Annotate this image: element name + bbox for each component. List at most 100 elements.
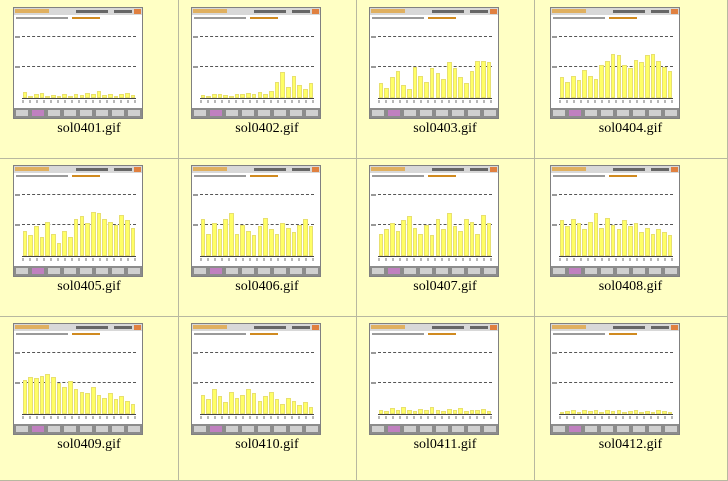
chart-bar xyxy=(308,226,314,256)
thumbnail-image[interactable] xyxy=(550,165,680,277)
chart-bar xyxy=(645,55,650,98)
thumbnail-image[interactable] xyxy=(550,323,680,435)
chart-bar xyxy=(570,75,576,98)
chart-bar xyxy=(384,229,389,256)
thumbnail-image[interactable] xyxy=(13,323,143,435)
chart-bar xyxy=(130,403,136,414)
chart-bar xyxy=(378,83,384,98)
chart-bar xyxy=(234,397,240,414)
thumbnail-image[interactable] xyxy=(550,7,680,119)
chart-bar xyxy=(308,406,314,414)
thumbnail-caption[interactable]: sol0407.gif xyxy=(413,279,477,294)
thumbnail-caption[interactable]: sol0408.gif xyxy=(598,279,663,294)
thumbnail-cell[interactable]: sol0407.gif xyxy=(356,158,535,317)
chart-bar xyxy=(291,400,297,414)
chart-bar xyxy=(435,72,441,98)
chart-bar xyxy=(667,235,673,256)
thumbnail-cell[interactable]: sol0404.gif xyxy=(534,0,728,159)
thumbnail-cell[interactable]: sol0405.gif xyxy=(0,158,179,317)
chart-bar xyxy=(56,242,62,256)
chart-bar xyxy=(257,400,263,414)
chart-bar xyxy=(418,408,424,414)
chart-bar xyxy=(576,411,582,414)
chart-bar xyxy=(45,96,50,98)
thumbnail-cell[interactable]: sol0409.gif xyxy=(0,316,179,481)
chart-bar xyxy=(407,409,412,414)
chart-bar xyxy=(251,235,257,256)
thumbnail-caption[interactable]: sol0406.gif xyxy=(235,279,299,294)
chart-bar xyxy=(627,411,633,414)
chart-bar xyxy=(401,220,406,256)
chart-bar xyxy=(217,93,223,98)
thumbnail-cell[interactable]: sol0412.gif xyxy=(534,316,728,481)
chart-bar xyxy=(73,219,79,256)
thumbnail-image[interactable] xyxy=(191,165,321,277)
thumbnail-cell[interactable]: sol0403.gif xyxy=(356,0,535,159)
chart-bar xyxy=(291,75,297,98)
chart-bar xyxy=(662,232,667,256)
chart-bar xyxy=(481,61,486,98)
chart-bar xyxy=(616,55,622,98)
thumbnail-image[interactable] xyxy=(191,323,321,435)
thumbnail-caption[interactable]: sol0401.gif xyxy=(57,121,121,136)
chart-bar xyxy=(280,72,285,98)
chart-bar xyxy=(200,95,206,98)
chart-bar xyxy=(297,405,303,414)
thumbnail-cell[interactable]: sol0408.gif xyxy=(534,158,728,317)
chart-bar xyxy=(565,226,570,256)
chart-bar xyxy=(627,68,633,98)
chart-bar xyxy=(240,224,246,256)
chart-bar xyxy=(389,77,395,98)
chart-bar xyxy=(268,229,274,256)
chart-bar xyxy=(588,411,593,414)
chart-bar xyxy=(464,83,469,98)
chart-bar xyxy=(108,221,113,256)
chart-bar xyxy=(280,403,285,414)
thumbnail-cell[interactable]: sol0406.gif xyxy=(178,158,357,317)
chart-bar xyxy=(435,409,441,414)
thumbnail-cell[interactable]: sol0401.gif xyxy=(0,0,179,159)
chart-bar xyxy=(458,230,463,256)
chart-bar xyxy=(280,223,285,256)
chart-bar xyxy=(605,217,610,256)
chart-bar xyxy=(475,410,481,414)
chart-bar xyxy=(51,377,56,414)
chart-bar xyxy=(223,402,228,414)
bar-chart xyxy=(200,24,314,98)
chart-bar xyxy=(130,227,136,256)
thumbnail-image[interactable] xyxy=(13,165,143,277)
thumbnail-caption[interactable]: sol0404.gif xyxy=(598,121,663,136)
thumbnail-caption[interactable]: sol0402.gif xyxy=(235,121,299,136)
thumbnail-caption[interactable]: sol0403.gif xyxy=(413,121,477,136)
thumbnail-cell[interactable]: sol0410.gif xyxy=(178,316,357,481)
thumbnail-cell[interactable]: sol0402.gif xyxy=(178,0,357,159)
thumbnail-caption[interactable]: sol0405.gif xyxy=(57,279,121,294)
thumbnail-caption[interactable]: sol0410.gif xyxy=(235,437,299,452)
thumbnail-image[interactable] xyxy=(13,7,143,119)
chart-bar xyxy=(51,95,56,98)
thumbnail-caption[interactable]: sol0409.gif xyxy=(57,437,121,452)
chart-bar xyxy=(125,220,130,256)
thumbnail-image[interactable] xyxy=(369,7,499,119)
thumbnail-caption[interactable]: sol0411.gif xyxy=(413,437,477,452)
chart-bar xyxy=(441,229,446,256)
chart-bar xyxy=(378,409,384,414)
chart-bar xyxy=(650,53,656,98)
chart-bar xyxy=(412,227,418,256)
thumbnail-image[interactable] xyxy=(369,323,499,435)
thumbnail-caption[interactable]: sol0412.gif xyxy=(598,437,663,452)
chart-bar xyxy=(206,233,211,256)
chart-bar xyxy=(286,397,291,414)
chart-bar xyxy=(217,396,223,414)
chart-bar xyxy=(559,77,565,98)
chart-bar xyxy=(68,236,73,256)
chart-bar xyxy=(291,232,297,256)
thumbnail-cell[interactable]: sol0411.gif xyxy=(356,316,535,481)
thumbnail-image[interactable] xyxy=(369,165,499,277)
chart-bar xyxy=(200,219,206,256)
chart-bar xyxy=(662,66,667,98)
thumbnail-image[interactable] xyxy=(191,7,321,119)
chart-bar xyxy=(446,408,452,414)
chart-bar xyxy=(610,53,616,98)
chart-bar xyxy=(588,75,593,98)
